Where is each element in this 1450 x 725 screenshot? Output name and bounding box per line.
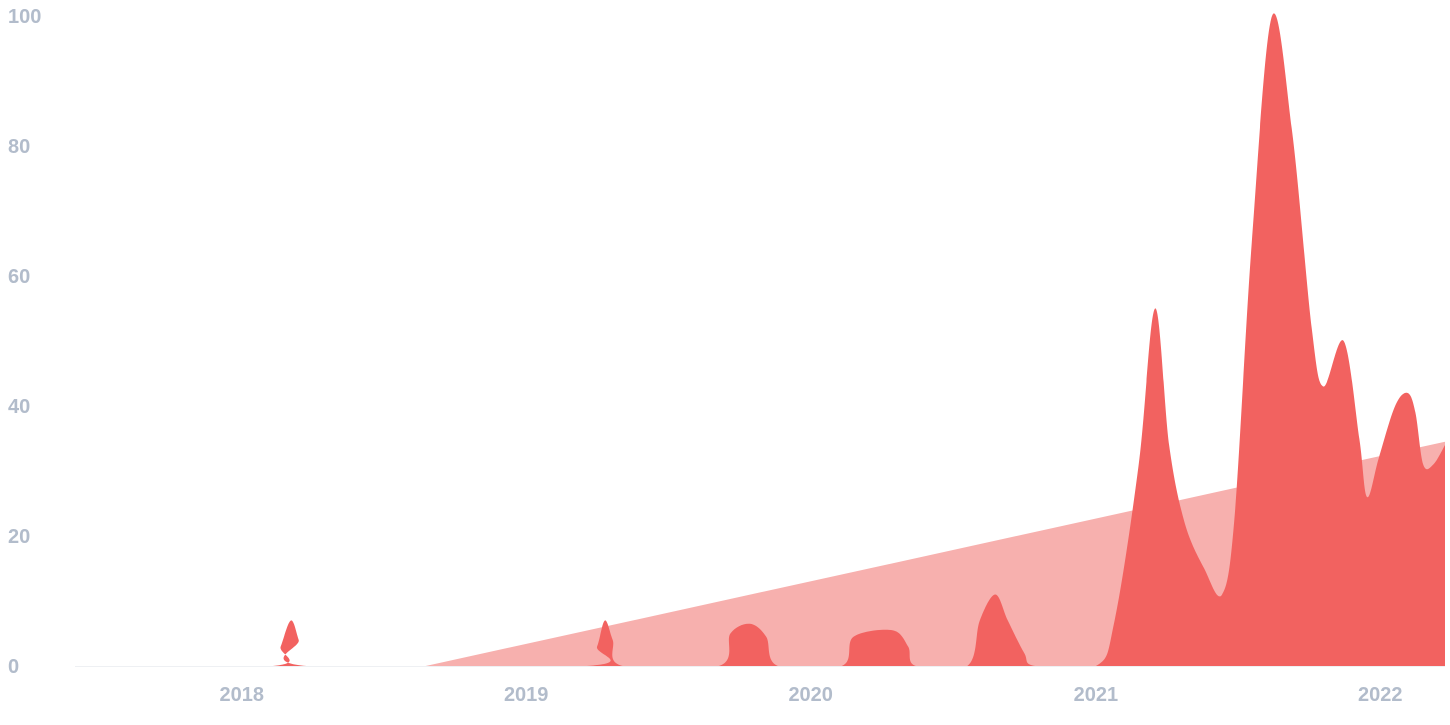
x-axis-ticks: 2018 2019 2020 2021 2022 (220, 684, 1403, 706)
x-tick-label-2021: 2021 (1074, 684, 1119, 706)
y-tick-label-40: 40 (8, 396, 30, 418)
x-tick-label-2022: 2022 (1358, 684, 1403, 706)
series-area (75, 13, 1445, 667)
y-tick-label-20: 20 (8, 526, 30, 548)
plot-area (75, 13, 1445, 667)
x-tick-label-2018: 2018 (220, 684, 265, 706)
y-axis-ticks: 0 20 40 60 80 100 (8, 6, 41, 678)
x-tick-label-2019: 2019 (504, 684, 549, 706)
y-tick-label-0: 0 (8, 656, 19, 678)
y-tick-label-60: 60 (8, 266, 30, 288)
y-tick-label-80: 80 (8, 136, 30, 158)
x-tick-label-2020: 2020 (788, 684, 833, 706)
y-tick-label-100: 100 (8, 6, 41, 28)
